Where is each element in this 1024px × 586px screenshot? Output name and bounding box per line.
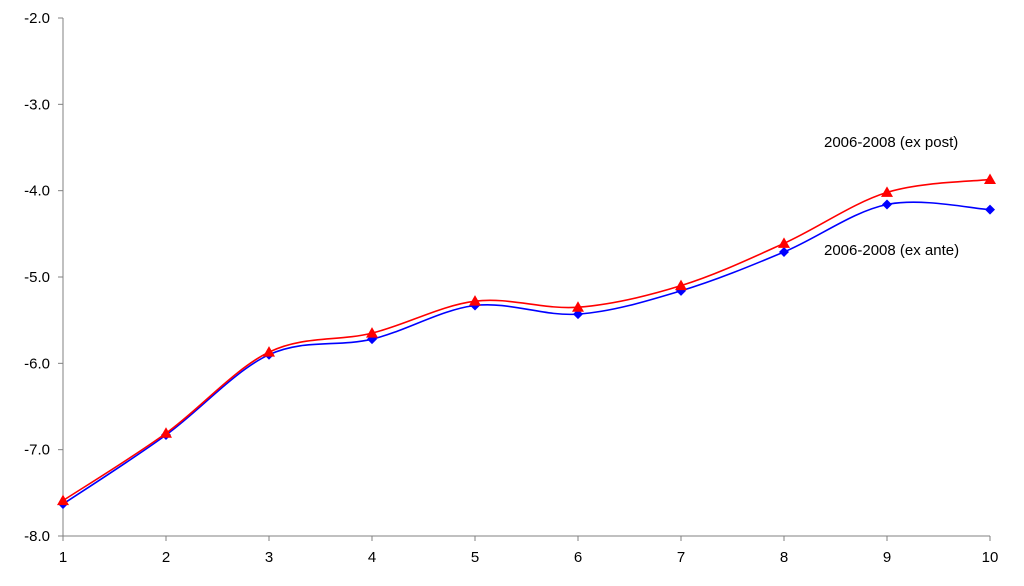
y-tick-label: -2.0 (24, 10, 50, 27)
x-tick-label: 9 (883, 549, 891, 566)
series-lines (62, 178, 991, 505)
data-point-ex-post (469, 295, 481, 306)
x-tick-label: 4 (368, 549, 376, 566)
data-point-ex-post (366, 327, 378, 338)
axes (62, 18, 990, 537)
data-point-ex-post (263, 346, 275, 357)
data-point-ex-ante (985, 204, 995, 215)
data-point-ex-post (675, 279, 687, 291)
x-tick-label: 10 (982, 549, 999, 566)
x-tick-label: 8 (780, 549, 788, 566)
data-point-ex-post (984, 173, 996, 184)
y-axis-ticks: -2.0 -3.0 -4.0 -5.0 -6.0 -7.0 -8.0 (24, 10, 63, 545)
data-point-ex-ante (882, 199, 892, 210)
series-labels: 2006-2008 (ex post) 2006-2008 (ex ante) (824, 134, 959, 259)
y-tick-label: -6.0 (24, 355, 50, 372)
data-point-ex-post (160, 427, 172, 438)
y-tick-label: -4.0 (24, 183, 50, 200)
y-tick-label: -8.0 (24, 528, 50, 545)
x-tick-label: 7 (677, 549, 685, 566)
y-tick-label: -7.0 (24, 442, 50, 459)
series-line-ex-ante (62, 201, 991, 505)
x-tick-label: 1 (59, 549, 67, 566)
series-label-ex-ante: 2006-2008 (ex ante) (824, 242, 959, 259)
x-tick-label: 6 (574, 549, 582, 566)
data-point-ex-ante (779, 246, 789, 257)
y-tick-label: -5.0 (24, 269, 50, 286)
data-point-ex-post (57, 494, 69, 506)
x-tick-label: 2 (162, 549, 170, 566)
x-axis-ticks: 1 2 3 4 5 6 7 8 9 10 (59, 536, 999, 566)
series-line-ex-post (62, 178, 991, 502)
data-point-ex-post (778, 237, 790, 248)
x-tick-label: 3 (265, 549, 273, 566)
x-tick-label: 5 (471, 549, 479, 566)
y-tick-label: -3.0 (24, 96, 50, 113)
data-point-ex-post (881, 186, 893, 197)
series-markers (57, 173, 996, 510)
data-point-ex-post (572, 301, 584, 312)
series-label-ex-post: 2006-2008 (ex post) (824, 134, 958, 151)
